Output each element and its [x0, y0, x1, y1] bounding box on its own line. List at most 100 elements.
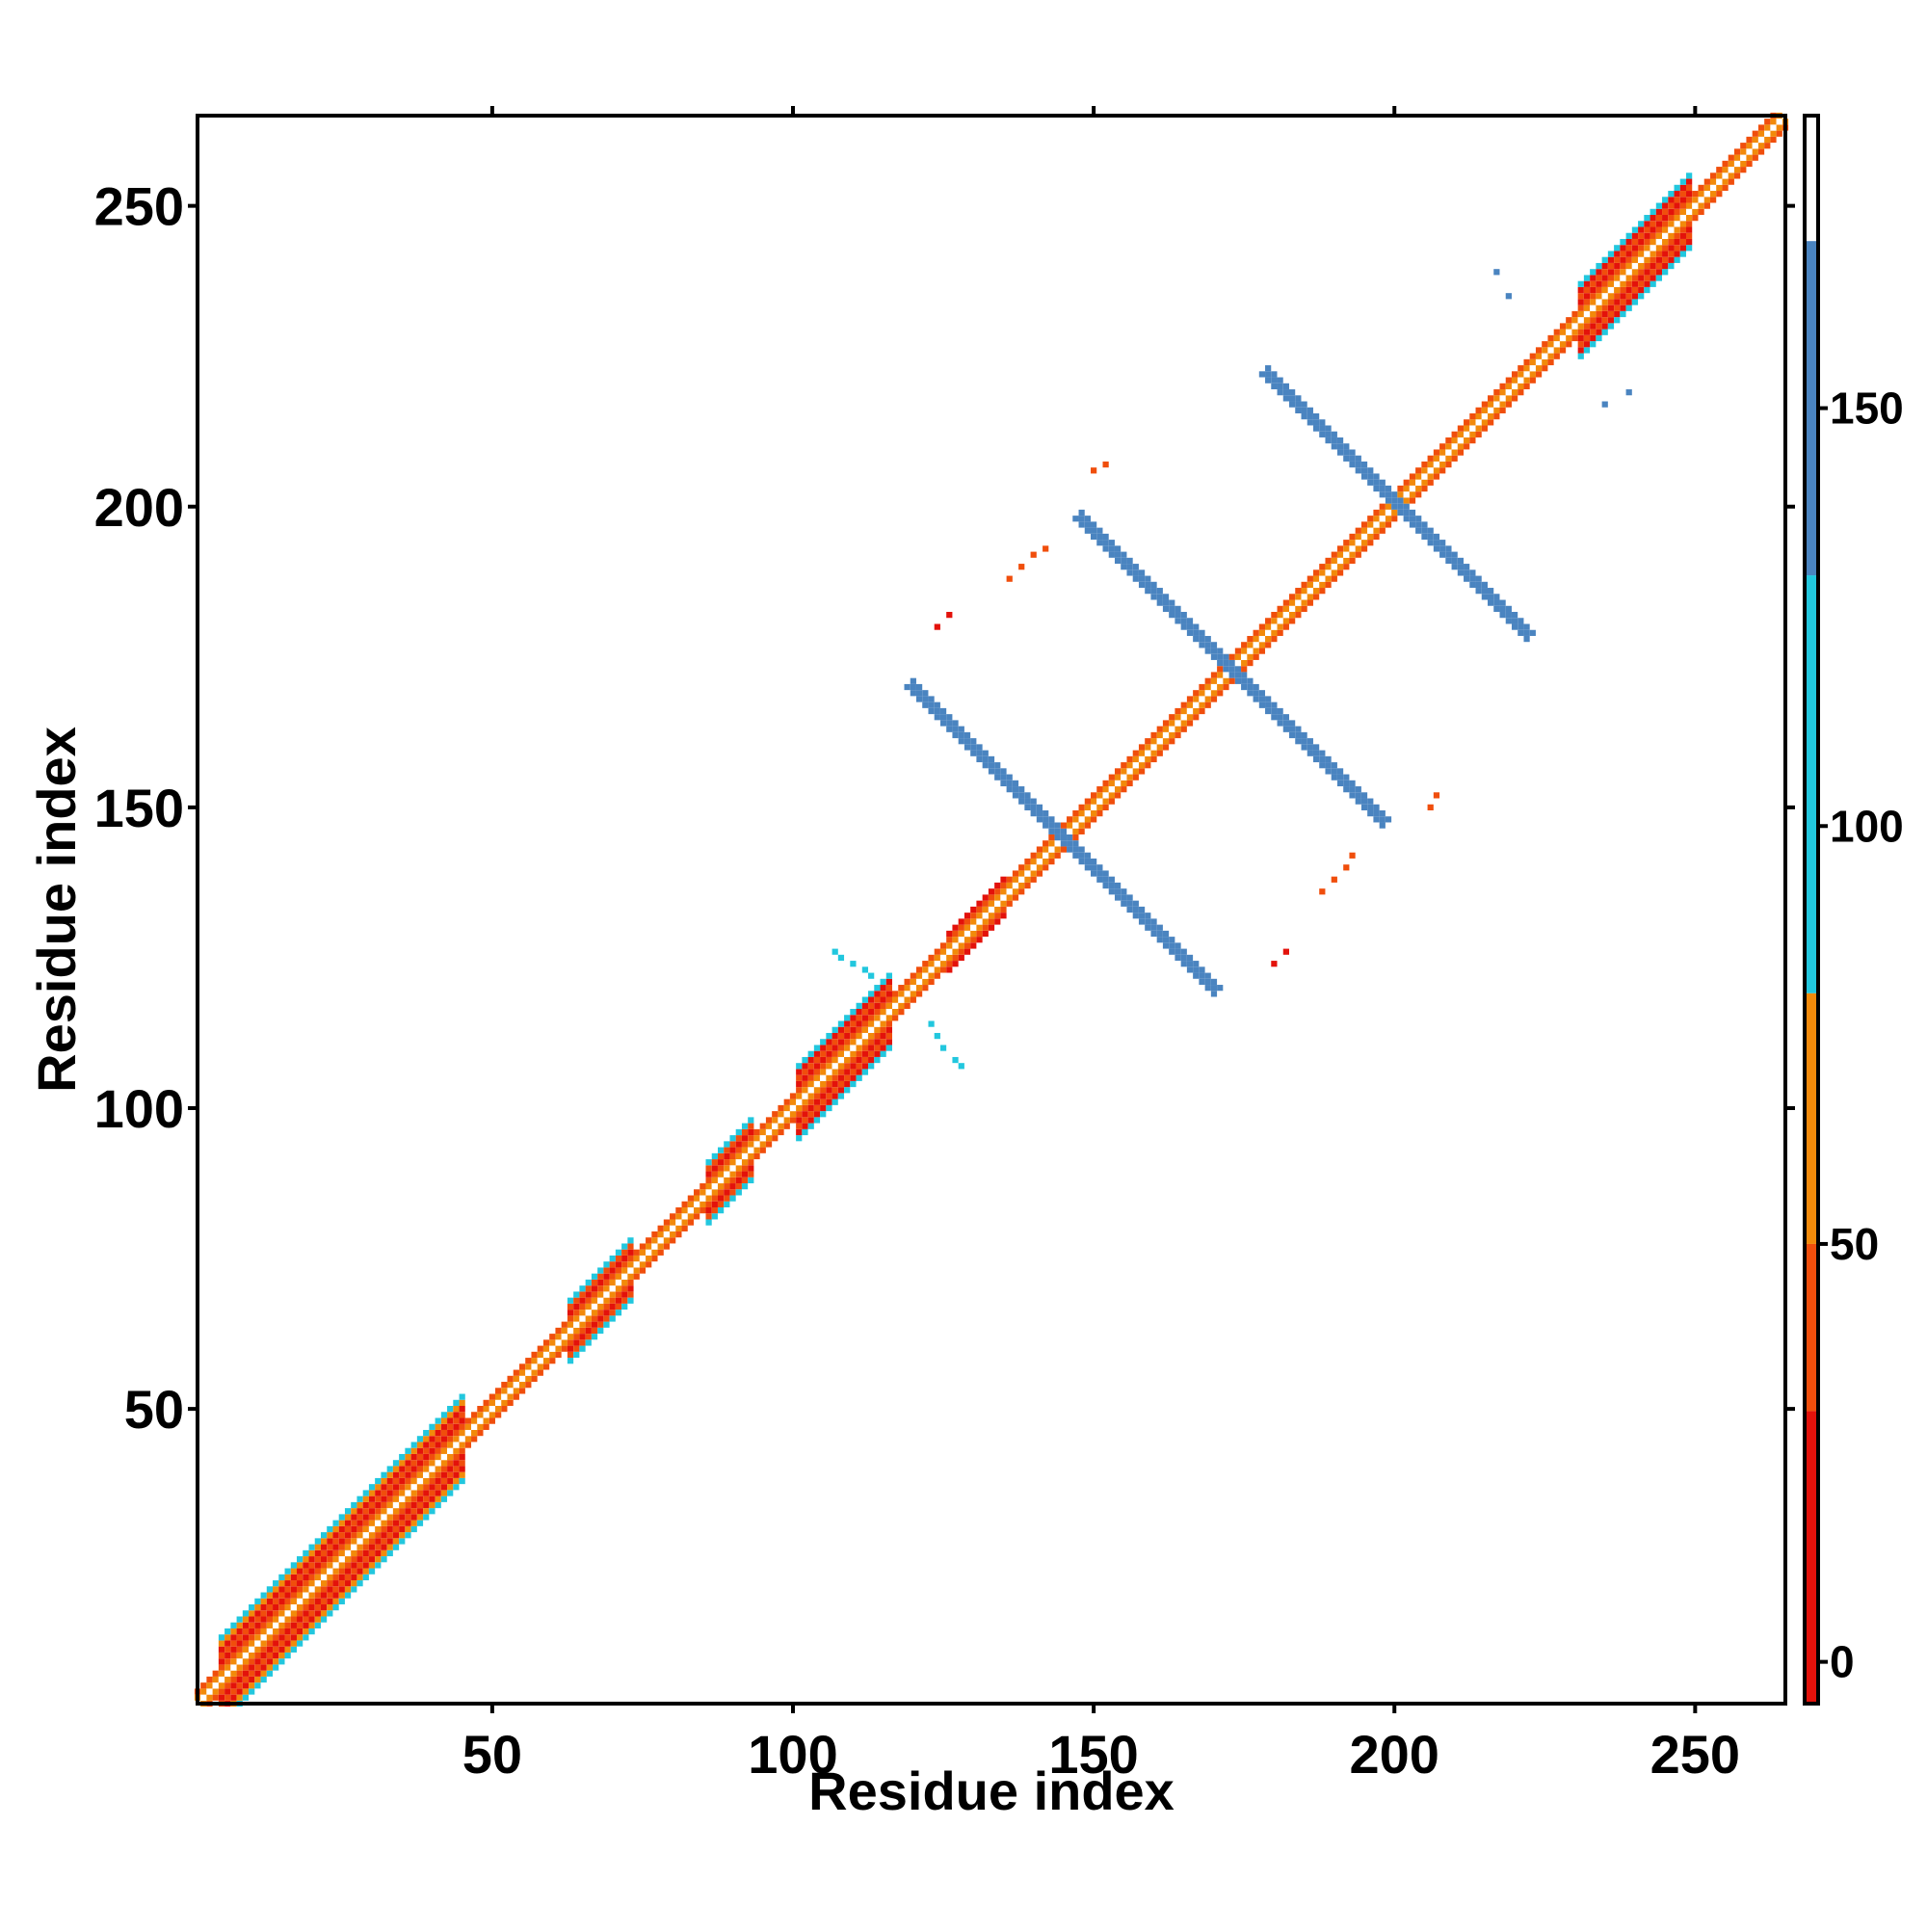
heatmap-cell: [1193, 629, 1200, 636]
heatmap-cell: [344, 1562, 352, 1569]
heatmap-cell: [459, 1447, 465, 1454]
heatmap-cell: [440, 1417, 448, 1424]
heatmap-cell: [561, 1345, 568, 1352]
heatmap-cell: [410, 1442, 417, 1448]
heatmap-cell: [705, 1195, 712, 1202]
heatmap-cell: [542, 1351, 550, 1359]
heatmap-cell: [868, 1032, 875, 1040]
heatmap-cell: [880, 978, 886, 986]
heatmap-cell: [1614, 299, 1621, 305]
heatmap-cell: [1433, 467, 1440, 474]
heatmap-cell: [1343, 449, 1350, 456]
heatmap-cell: [1668, 226, 1675, 233]
heatmap-cell: [1445, 545, 1452, 552]
heatmap-cell: [915, 991, 923, 997]
heatmap-cell: [525, 1358, 532, 1364]
heatmap-cell: [1132, 762, 1139, 769]
heatmap-cell: [303, 1592, 309, 1599]
heatmap-cell: [1349, 852, 1356, 859]
heatmap-cell: [1217, 677, 1224, 684]
heatmap-cell: [212, 1694, 219, 1701]
heatmap-cell: [399, 1508, 406, 1515]
heatmap-cell: [1373, 521, 1380, 528]
heatmap-cell: [772, 1135, 779, 1142]
heatmap-cell: [1349, 792, 1356, 799]
heatmap-cell: [1655, 202, 1663, 209]
heatmap-cell: [440, 1429, 448, 1437]
heatmap-cell: [284, 1628, 291, 1635]
heatmap-cell: [297, 1628, 304, 1635]
heatmap-cell: [332, 1532, 339, 1539]
heatmap-cell: [1596, 304, 1602, 311]
heatmap-cell: [429, 1466, 436, 1472]
heatmap-cell: [1535, 358, 1543, 366]
heatmap-cell: [994, 774, 1001, 781]
heatmap-cell: [435, 1501, 441, 1509]
heatmap-cell: [939, 961, 947, 967]
heatmap-cell: [249, 1634, 255, 1641]
heatmap-cell: [1451, 431, 1458, 437]
heatmap-cell: [1674, 197, 1680, 203]
heatmap-cell: [1596, 286, 1602, 294]
heatmap-cell: [254, 1670, 261, 1677]
heatmap-cell: [1282, 720, 1289, 727]
heatmap-cell: [1108, 774, 1115, 781]
heatmap-cell: [591, 1273, 598, 1280]
heatmap-cell: [597, 1297, 604, 1304]
heatmap-cell: [796, 1117, 803, 1124]
heatmap-cell: [1180, 948, 1187, 955]
heatmap-cell: [1439, 540, 1446, 546]
heatmap-cell: [416, 1471, 424, 1478]
heatmap-cell: [952, 954, 959, 962]
heatmap-cell: [1505, 401, 1512, 408]
heatmap-cell: [1108, 888, 1115, 895]
heatmap-cell: [1391, 497, 1398, 504]
heatmap-cell: [759, 1141, 766, 1148]
heatmap-cell: [579, 1334, 586, 1340]
heatmap-cell: [663, 1225, 671, 1231]
heatmap-cell: [1030, 852, 1037, 859]
heatmap-cell: [1559, 341, 1567, 348]
heatmap-cell: [1607, 262, 1615, 270]
heatmap-cell: [278, 1580, 285, 1587]
heatmap-cell: [988, 918, 995, 925]
heatmap-cell: [783, 1117, 790, 1124]
heatmap-cell: [1018, 864, 1025, 871]
heatmap-cell: [1620, 286, 1626, 294]
heatmap-cell: [1542, 358, 1548, 366]
heatmap-cell: [242, 1640, 250, 1647]
heatmap-cell: [1373, 804, 1380, 810]
heatmap-cell: [1397, 491, 1404, 498]
heatmap-cell: [1679, 197, 1686, 203]
heatmap-cell: [573, 1327, 580, 1335]
heatmap-cell: [741, 1152, 749, 1160]
heatmap-cell: [459, 1477, 465, 1485]
heatmap-cell: [1108, 786, 1115, 793]
heatmap-cell: [1084, 864, 1091, 871]
heatmap-cell: [399, 1495, 406, 1502]
heatmap-cell: [850, 1039, 857, 1045]
heatmap-cell: [1355, 792, 1361, 799]
heatmap-cell: [1620, 269, 1626, 276]
heatmap-cell: [796, 1123, 803, 1129]
heatmap-cell: [820, 1104, 827, 1112]
heatmap-cell: [585, 1339, 592, 1346]
heatmap-cell: [1577, 280, 1584, 287]
heatmap-cell: [1006, 575, 1013, 582]
heatmap-cell: [1475, 588, 1482, 595]
heatmap-cell: [1048, 822, 1055, 829]
heatmap-cell: [1343, 780, 1350, 787]
heatmap-cell: [1084, 858, 1091, 865]
heatmap-cell: [952, 720, 959, 727]
heatmap-cell: [1523, 635, 1530, 643]
heatmap-cell: [260, 1622, 267, 1628]
heatmap-cell: [964, 731, 971, 739]
heatmap-cell: [1138, 755, 1146, 763]
heatmap-cell: [362, 1525, 369, 1533]
heatmap-cell: [1457, 431, 1465, 437]
heatmap-cell: [1590, 299, 1597, 305]
heatmap-cell: [344, 1580, 352, 1587]
heatmap-cell: [375, 1514, 382, 1521]
heatmap-cell: [416, 1501, 424, 1509]
heatmap-cell: [705, 1171, 712, 1178]
